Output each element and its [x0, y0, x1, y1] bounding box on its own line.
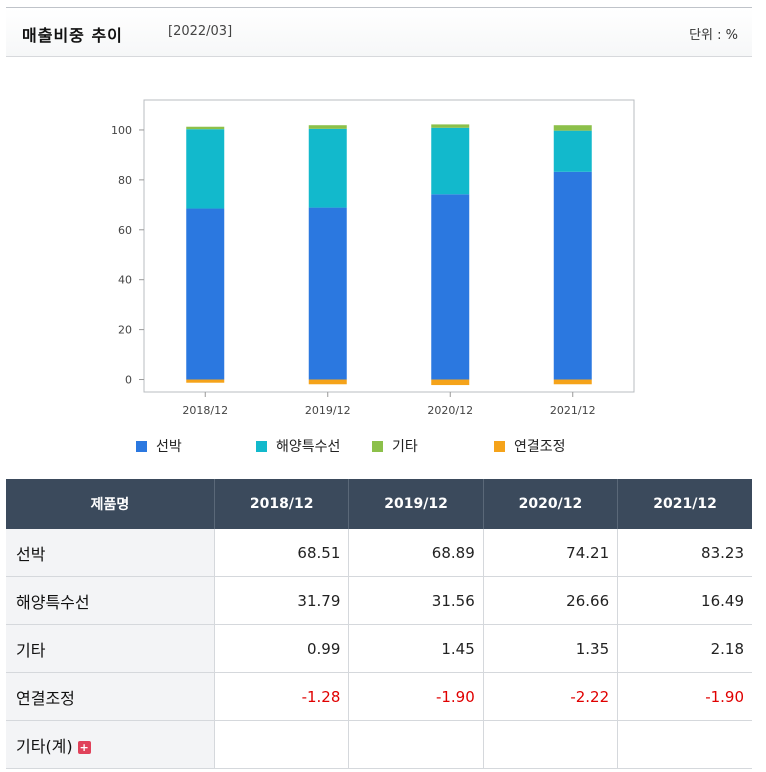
row-label: 선박 — [6, 529, 215, 577]
table-header-row: 제품명 2018/12 2019/12 2020/12 2021/12 — [6, 479, 752, 529]
legend-item-offshore[interactable]: 해양특수선 — [256, 436, 340, 456]
bar-segment — [553, 379, 592, 385]
chart-legend: 선박 해양특수선 기타 연결조정 — [128, 436, 728, 460]
table-cell: -1.90 — [348, 672, 484, 721]
table-cell: 31.79 — [213, 576, 349, 625]
unit-label: 단위 : % — [689, 28, 738, 43]
bar-segment — [308, 207, 347, 380]
chart-area: 0 20 40 60 80 100 2018/12 2019/12 2020/12 2021/12 — [6, 56, 752, 476]
bar-segment — [308, 128, 347, 208]
row-label: 연결조정 — [6, 672, 215, 721]
table-cell: 2.18 — [617, 624, 752, 673]
table-cell — [617, 720, 752, 769]
panel-header: 매출비중 추이 [2022/03] 단위 : % — [6, 7, 752, 57]
y-tick-label: 20 — [118, 324, 132, 337]
y-tick-label: 100 — [111, 124, 132, 137]
row-label: 기타 — [6, 624, 215, 673]
x-tick-label: 2020/12 — [427, 404, 473, 417]
table-cell — [482, 720, 618, 769]
bar-segment — [431, 127, 470, 195]
legend-label: 해양특수선 — [276, 439, 341, 455]
row-label-text: 기타(계) — [16, 736, 73, 756]
plus-icon[interactable]: + — [77, 740, 91, 754]
column-header: 2018/12 — [213, 479, 349, 529]
bar-segment — [553, 125, 592, 131]
table-cell: 16.49 — [617, 576, 752, 625]
row-label-expandable: 기타(계) + — [6, 720, 215, 769]
legend-label: 연결조정 — [514, 439, 566, 455]
period-label: [2022/03] — [168, 24, 233, 39]
bar-segment — [431, 379, 470, 386]
bar-segment — [186, 126, 225, 130]
table-cell: 0.99 — [213, 624, 349, 673]
table-cell: 1.35 — [482, 624, 618, 673]
column-header: 제품명 — [6, 479, 215, 529]
table-row: 기타 0.99 1.45 1.35 2.18 — [6, 624, 752, 673]
table-row: 연결조정 -1.28 -1.90 -2.22 -1.90 — [6, 672, 752, 721]
bar-segment — [186, 129, 225, 209]
table-cell: 83.23 — [617, 529, 752, 577]
bar-segment — [553, 130, 592, 172]
panel-title: 매출비중 추이 — [22, 26, 123, 45]
stacked-bar-chart: 0 20 40 60 80 100 2018/12 2019/12 2020/12 2021/12 — [111, 99, 635, 417]
table-cell: 1.45 — [348, 624, 484, 673]
bar-segment — [186, 208, 225, 380]
y-tick-label: 40 — [118, 274, 132, 287]
column-header: 2019/12 — [348, 479, 484, 529]
x-tick-label: 2019/12 — [305, 404, 351, 417]
legend-swatch — [372, 440, 383, 452]
bar-segment — [553, 171, 592, 380]
table-cell: -2.22 — [482, 672, 618, 721]
x-tick-label: 2018/12 — [182, 404, 228, 417]
table-cell — [348, 720, 484, 769]
bar-segment — [308, 379, 347, 385]
y-tick-label: 60 — [118, 224, 132, 237]
table-cell: 74.21 — [482, 529, 618, 577]
legend-label: 선박 — [156, 439, 182, 455]
table-cell: 68.51 — [213, 529, 349, 577]
legend-swatch — [256, 440, 267, 452]
legend-label: 기타 — [392, 439, 418, 455]
plot-area — [143, 99, 635, 393]
table-row: 선박 68.51 68.89 74.21 83.23 — [6, 529, 752, 577]
table-row: 해양특수선 31.79 31.56 26.66 16.49 — [6, 576, 752, 625]
bar-segment — [186, 379, 225, 383]
bar-segment — [308, 125, 347, 129]
table-cell: 31.56 — [348, 576, 484, 625]
table-cell: -1.28 — [213, 672, 349, 721]
legend-item-ship[interactable]: 선박 — [136, 436, 182, 456]
table-cell: -1.90 — [617, 672, 752, 721]
bar-segment — [431, 124, 470, 128]
y-tick-label: 0 — [125, 374, 132, 387]
row-label: 해양특수선 — [6, 576, 215, 625]
bar-segment — [431, 194, 470, 380]
legend-swatch — [136, 440, 147, 452]
table-cell: 68.89 — [348, 529, 484, 577]
column-header: 2021/12 — [617, 479, 752, 529]
table-cell — [213, 720, 349, 769]
sales-composition-table: 제품명 2018/12 2019/12 2020/12 2021/12 선박 6… — [6, 479, 752, 769]
table-cell: 26.66 — [482, 576, 618, 625]
column-header: 2020/12 — [482, 479, 618, 529]
y-tick-label: 80 — [118, 174, 132, 187]
x-tick-label: 2021/12 — [550, 404, 596, 417]
table-row: 기타(계) + — [6, 720, 752, 769]
legend-item-other[interactable]: 기타 — [372, 436, 418, 456]
legend-item-adjustment[interactable]: 연결조정 — [494, 436, 566, 456]
legend-swatch — [494, 440, 505, 452]
